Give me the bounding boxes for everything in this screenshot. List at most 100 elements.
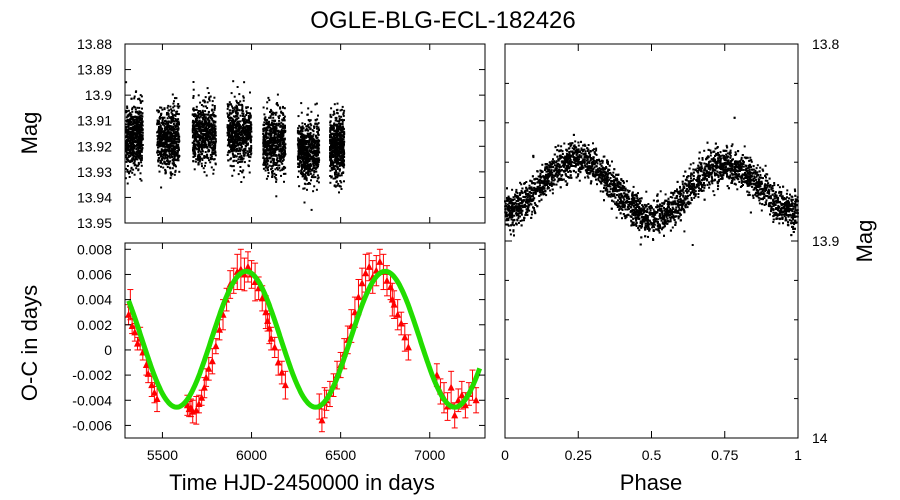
mag-point	[248, 155, 250, 158]
mag-point	[282, 134, 285, 137]
mag-point	[173, 100, 175, 103]
mag-point	[157, 157, 160, 160]
mag-point	[307, 170, 310, 173]
mag-point	[311, 138, 314, 141]
mag-point	[240, 146, 243, 149]
mag-point	[133, 147, 136, 150]
mag-point	[174, 159, 177, 161]
mag-point	[213, 126, 216, 129]
mag-point	[268, 164, 271, 167]
mag-point	[137, 161, 140, 164]
mag-point	[265, 157, 268, 160]
mag-point	[235, 155, 238, 158]
mag-point	[139, 101, 142, 104]
mag-point	[235, 107, 238, 110]
mag-point	[334, 153, 337, 156]
mag-point	[233, 126, 236, 129]
mag-point	[130, 153, 133, 155]
mag-point	[198, 158, 201, 161]
mag-point	[274, 150, 277, 153]
mag-point	[169, 143, 171, 146]
mag-point	[335, 169, 337, 172]
mag-point	[192, 81, 195, 83]
mag-point	[279, 169, 282, 172]
mag-point	[137, 98, 140, 101]
mag-point	[336, 120, 339, 123]
mag-point	[236, 112, 239, 115]
mag-point	[316, 153, 319, 156]
mag-point	[135, 150, 138, 153]
mag-point	[197, 126, 200, 129]
mag-point	[243, 136, 246, 139]
mag-point	[264, 160, 267, 163]
mag-point	[267, 166, 270, 169]
oc-point	[394, 310, 402, 318]
mag-point	[231, 152, 234, 155]
mag-point	[201, 139, 204, 142]
mag-point	[269, 156, 272, 159]
mag-point	[207, 116, 210, 119]
mag-point	[314, 152, 317, 155]
mag-point	[237, 173, 240, 176]
mag-point	[278, 149, 281, 152]
mag-point	[308, 160, 311, 163]
mag-point	[309, 155, 312, 158]
mag-point	[160, 152, 163, 154]
mag-point	[263, 121, 266, 124]
mag-point	[268, 125, 271, 128]
mag-point	[137, 113, 140, 116]
mag-point	[315, 152, 318, 155]
mag-point	[335, 149, 338, 152]
mag-point	[337, 128, 340, 131]
mag-point	[211, 119, 214, 122]
mag-point	[343, 131, 346, 134]
mag-point	[279, 160, 282, 163]
mag-point	[272, 159, 275, 161]
mag-point	[283, 150, 286, 153]
mag-point	[269, 116, 272, 119]
mag-point	[208, 99, 211, 102]
mag-point	[271, 172, 274, 175]
mag-point	[201, 148, 203, 150]
mag-point	[246, 154, 249, 157]
mag-point	[234, 120, 237, 123]
mag-point	[239, 138, 241, 141]
mag-point	[209, 132, 212, 135]
mag-point	[193, 140, 196, 143]
mag-point	[201, 129, 204, 132]
mag-point	[171, 113, 174, 116]
mag-point	[129, 154, 131, 157]
mag-point	[159, 129, 162, 132]
mag-point	[163, 133, 165, 136]
mag-point	[302, 164, 305, 167]
mag-point	[126, 107, 129, 110]
mag-point	[246, 132, 249, 135]
mag-point	[169, 160, 172, 163]
phased-point	[668, 201, 671, 204]
mag-point	[267, 143, 269, 146]
oc-point	[153, 395, 161, 402]
mag-point	[171, 162, 174, 165]
mag-point	[177, 103, 180, 105]
mag-point	[233, 139, 236, 142]
mag-point	[264, 141, 267, 144]
mag-point	[302, 155, 305, 158]
mag-point	[280, 151, 283, 154]
mag-point	[235, 159, 238, 162]
mag-point	[316, 157, 319, 160]
mag-point	[282, 168, 285, 171]
mag-point	[194, 131, 197, 134]
mag-point	[337, 182, 340, 185]
mag-point	[339, 126, 342, 129]
mag-point	[265, 136, 267, 139]
mag-point	[315, 137, 318, 140]
mag-point	[309, 119, 312, 122]
mag-point	[125, 154, 127, 157]
mag-point	[339, 109, 342, 112]
mag-point	[268, 116, 271, 119]
mag-point	[195, 127, 198, 130]
mag-point	[164, 134, 167, 137]
mag-point	[170, 126, 173, 129]
mag-point	[199, 112, 202, 115]
mag-point	[250, 135, 253, 138]
